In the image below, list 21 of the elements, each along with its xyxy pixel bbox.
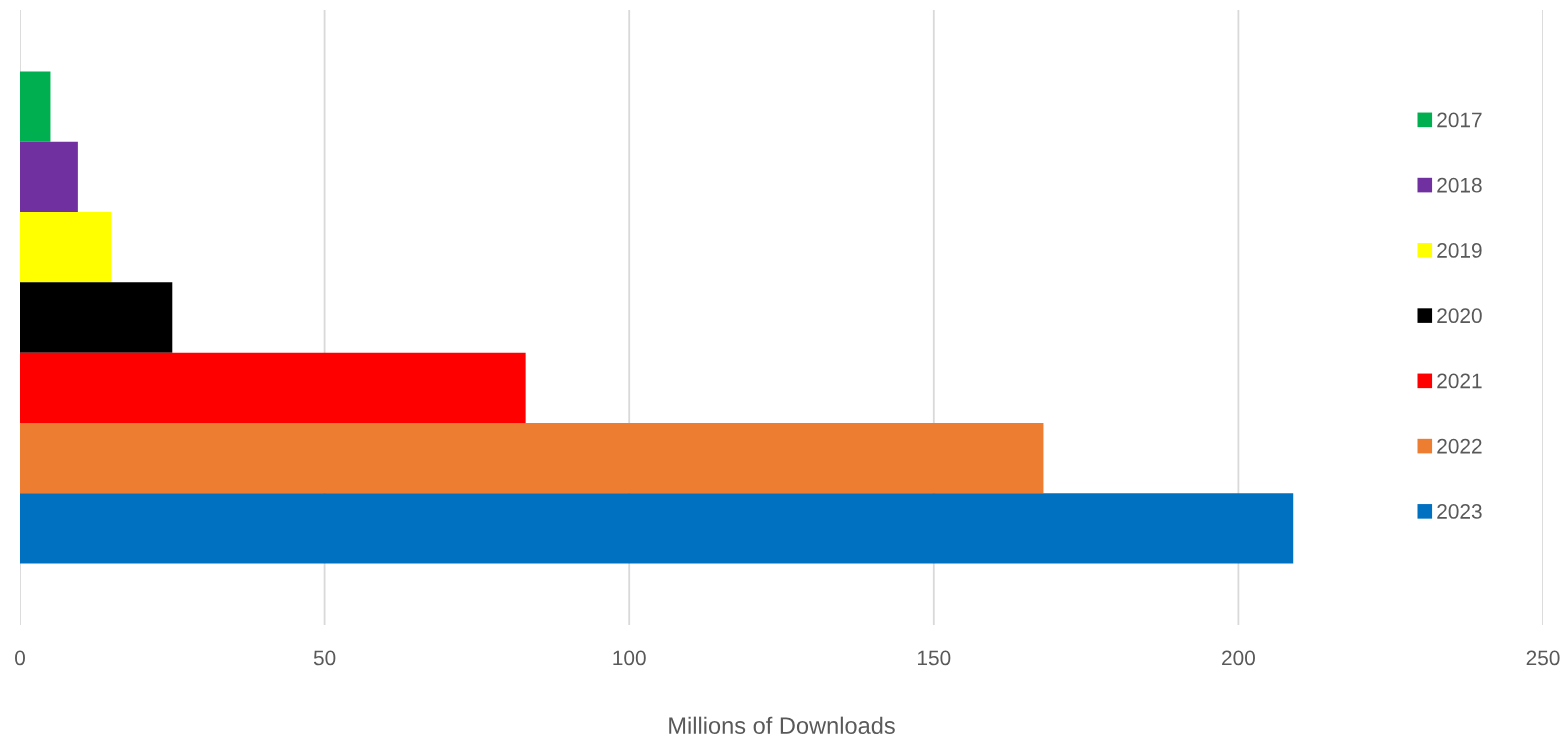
legend-label: 2022 xyxy=(1437,438,1482,454)
legend-label: 2020 xyxy=(1437,308,1482,324)
bar xyxy=(20,493,1294,564)
bar xyxy=(20,422,1044,494)
x-tick-label: 0 xyxy=(15,650,25,666)
bar xyxy=(20,71,51,142)
x-tick-label: 200 xyxy=(1222,650,1255,666)
x-tick-label: 100 xyxy=(613,650,646,666)
legend-label: 2021 xyxy=(1437,373,1482,389)
legend-label: 2018 xyxy=(1437,177,1482,193)
x-tick-label: 150 xyxy=(918,650,951,666)
legend-label: 2017 xyxy=(1437,112,1482,128)
bar xyxy=(20,352,526,423)
bar xyxy=(20,141,78,213)
legend-label: 2023 xyxy=(1437,504,1482,519)
x-axis-title: Millions of Downloads xyxy=(669,716,895,734)
bar xyxy=(20,282,173,353)
bar xyxy=(20,212,112,283)
x-tick-label: 250 xyxy=(1526,650,1560,666)
x-tick-label: 50 xyxy=(313,650,336,666)
legend-label: 2019 xyxy=(1437,243,1482,258)
